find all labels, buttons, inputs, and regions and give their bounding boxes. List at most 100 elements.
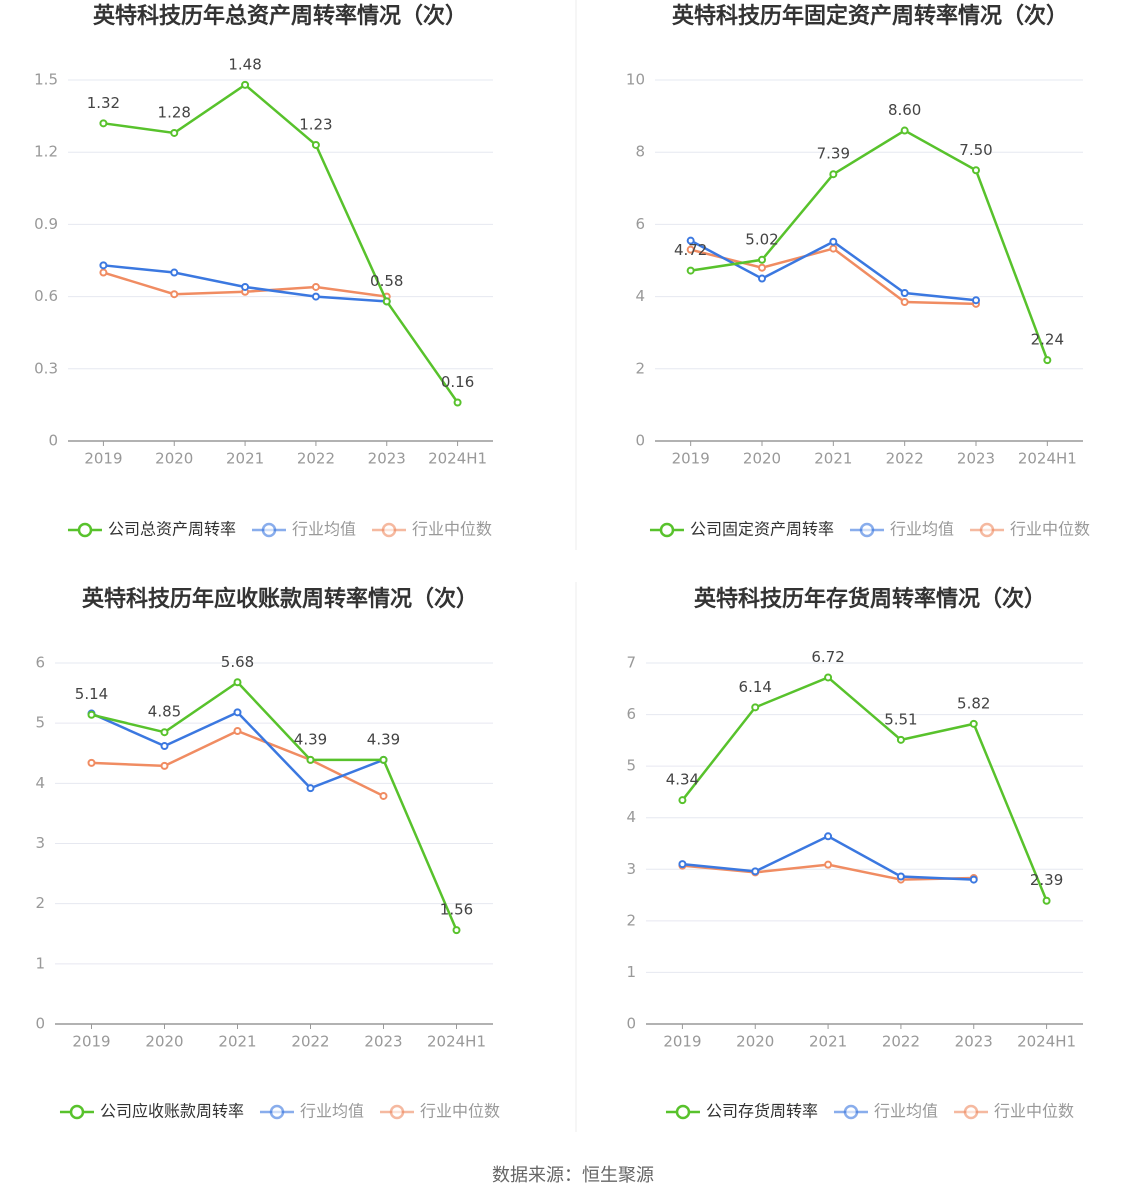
y-tick-label: 0.3 — [34, 359, 58, 377]
x-tick-label: 2022 — [291, 1033, 329, 1051]
y-tick-label: 4 — [635, 287, 645, 305]
data-label: 5.02 — [745, 230, 778, 248]
data-label: 5.82 — [957, 694, 990, 712]
legend-item: 行业均值 — [251, 520, 356, 539]
legend-marker — [859, 522, 875, 538]
data-label: 5.68 — [221, 653, 254, 671]
data-label: 4.39 — [367, 730, 400, 748]
series-line — [681, 675, 1048, 902]
legend-label: 行业均值 — [890, 520, 954, 539]
y-tick-label: 5 — [626, 757, 636, 775]
legend-label: 公司固定资产周转率 — [690, 520, 834, 539]
legend: 公司应收账款周转率 行业均值 行业中位数 — [59, 1102, 500, 1121]
data-point — [379, 755, 388, 764]
legend: 公司固定资产周转率 行业均值 行业中位数 — [649, 520, 1090, 539]
data-label: 7.50 — [959, 141, 992, 159]
data-point — [678, 796, 687, 805]
data-point — [972, 296, 980, 305]
data-point — [87, 710, 96, 719]
legend-item: 行业中位数 — [380, 1102, 500, 1121]
legend-marker — [269, 1104, 285, 1120]
data-point — [306, 784, 315, 793]
chart-title: 英特科技历年存货周转率情况（次） — [694, 586, 1046, 612]
legend-label: 行业均值 — [874, 1102, 938, 1121]
legend-marker — [381, 522, 397, 538]
y-tick-label: 4 — [626, 808, 636, 826]
data-label: 1.48 — [228, 55, 261, 73]
data-label: 5.51 — [884, 710, 917, 728]
data-point — [452, 926, 461, 935]
legend-marker — [963, 1104, 979, 1120]
legend-label: 行业中位数 — [1010, 520, 1090, 539]
data-label: 4.39 — [294, 730, 327, 748]
data-point — [751, 867, 760, 876]
y-tick-label: 0.9 — [34, 215, 58, 233]
legend-marker — [261, 522, 277, 538]
y-tick-label: 3 — [35, 834, 45, 852]
legend-item: 行业中位数 — [970, 520, 1090, 539]
legend-marker — [979, 522, 995, 538]
data-point — [824, 860, 833, 869]
x-tick-label: 2019 — [663, 1033, 701, 1051]
data-point — [170, 290, 179, 299]
y-tick-label: 2 — [35, 894, 45, 912]
x-tick-label: 2020 — [743, 450, 781, 468]
x-tick-label: 2024H1 — [1017, 1033, 1076, 1051]
data-point — [311, 282, 320, 291]
data-point — [829, 237, 838, 246]
y-tick-label: 0 — [635, 432, 645, 450]
y-tick-label: 5 — [35, 714, 45, 732]
data-point — [896, 735, 905, 744]
data-point — [686, 245, 695, 254]
data-point — [99, 268, 108, 277]
data-point — [160, 742, 169, 751]
legend-marker — [69, 1104, 85, 1120]
data-point — [170, 128, 179, 137]
data-point — [751, 703, 760, 712]
legend-label: 行业均值 — [300, 1102, 364, 1121]
legend-label: 公司总资产周转率 — [108, 520, 236, 539]
data-point — [829, 244, 838, 253]
data-point — [382, 297, 391, 306]
data-point — [306, 755, 315, 764]
legend-marker — [843, 1104, 859, 1120]
data-point — [241, 80, 250, 89]
data-label: 6.72 — [811, 648, 844, 666]
y-tick-label: 2 — [635, 359, 645, 377]
x-tick-label: 2019 — [84, 450, 122, 468]
x-tick-label: 2024H1 — [1018, 450, 1077, 468]
data-point — [686, 236, 695, 245]
data-point — [99, 119, 108, 128]
legend: 公司存货周转率 行业均值 行业中位数 — [665, 1102, 1074, 1121]
legend-label: 行业均值 — [292, 520, 356, 539]
chart-title: 英特科技历年固定资产周转率情况（次） — [672, 3, 1068, 29]
x-tick-label: 2022 — [882, 1033, 920, 1051]
source-note: 数据来源：恒生聚源 — [492, 1165, 654, 1186]
data-label: 6.14 — [739, 678, 772, 696]
data-point — [233, 726, 242, 735]
data-point — [311, 292, 320, 301]
data-point — [758, 255, 766, 264]
x-tick-label: 2021 — [809, 1033, 847, 1051]
y-tick-label: 1.5 — [34, 71, 58, 89]
data-point — [379, 791, 388, 800]
data-point — [829, 170, 838, 179]
y-tick-label: 6 — [35, 654, 45, 672]
legend-label: 行业中位数 — [994, 1102, 1074, 1121]
data-label: 1.23 — [299, 115, 332, 133]
x-tick-label: 2019 — [672, 450, 710, 468]
data-point — [453, 398, 462, 407]
y-tick-label: 1 — [626, 963, 636, 981]
chart-title: 英特科技历年总资产周转率情况（次） — [93, 3, 467, 29]
data-point — [900, 126, 909, 135]
data-point — [160, 761, 169, 770]
data-label: 1.32 — [87, 94, 120, 112]
x-tick-label: 2022 — [886, 450, 924, 468]
x-tick-label: 2021 — [218, 1033, 256, 1051]
data-point — [972, 166, 980, 175]
x-tick-label: 2023 — [364, 1033, 402, 1051]
data-point — [170, 268, 179, 277]
series-line — [682, 834, 974, 881]
data-label: 1.28 — [158, 103, 191, 121]
